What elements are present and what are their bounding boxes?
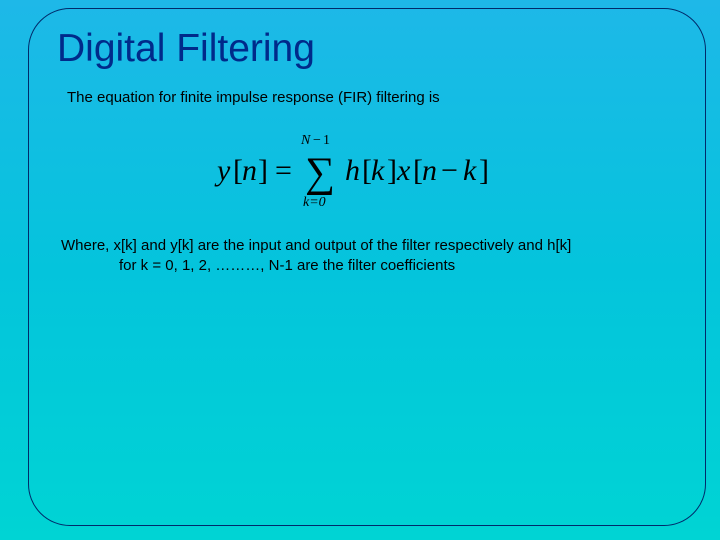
- slide-frame: Digital Filtering The equation for finit…: [28, 8, 706, 526]
- where-line1: Where, x[k] and y[k] are the input and o…: [61, 237, 571, 254]
- bracket: ]: [479, 154, 489, 187]
- sum-upper-1: 1: [323, 133, 330, 148]
- minus: −: [441, 154, 458, 187]
- sum-upper-N: N: [300, 133, 311, 148]
- bracket: ]: [387, 154, 397, 187]
- fir-equation: y [ n ] = ∑ N − 1 k=0 h [ k ] x [ n: [197, 128, 537, 212]
- equals: =: [275, 154, 292, 187]
- x-arg-k: k: [463, 154, 477, 187]
- where-line2: for k = 0, 1, 2, ………, N-1 are the filter…: [61, 256, 455, 276]
- slide-title: Digital Filtering: [57, 27, 675, 71]
- where-text: Where, x[k] and y[k] are the input and o…: [61, 236, 675, 277]
- x-arg-n: n: [422, 154, 437, 187]
- h-arg: k: [371, 154, 385, 187]
- sum-upper-minus: −: [313, 133, 321, 148]
- x-var: x: [396, 154, 411, 187]
- lhs-n: n: [242, 154, 257, 187]
- intro-text: The equation for finite impulse response…: [67, 89, 675, 106]
- sigma-icon: ∑: [305, 150, 335, 196]
- lhs-y: y: [214, 154, 231, 187]
- sum-lower: k=0: [303, 195, 326, 210]
- bracket: ]: [258, 154, 268, 187]
- h-var: h: [345, 154, 360, 187]
